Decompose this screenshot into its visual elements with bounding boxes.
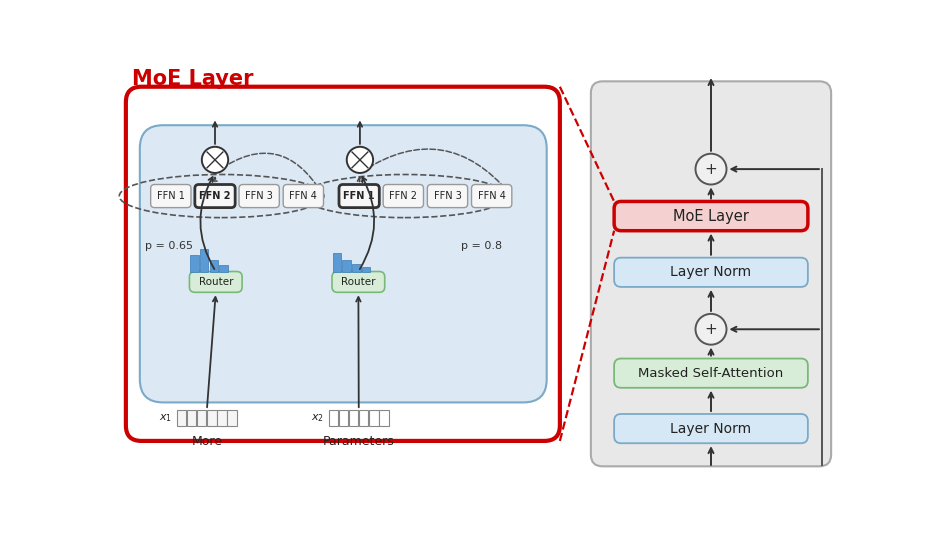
FancyBboxPatch shape [283, 185, 323, 207]
FancyBboxPatch shape [140, 125, 547, 402]
Circle shape [695, 154, 726, 185]
Text: MoE Layer: MoE Layer [132, 69, 253, 89]
Text: Parameters: Parameters [323, 435, 395, 448]
FancyBboxPatch shape [189, 272, 242, 292]
Bar [352, 264, 361, 272]
Bar [219, 265, 228, 272]
Bar [207, 410, 216, 426]
Bar [379, 410, 388, 426]
FancyBboxPatch shape [126, 87, 559, 441]
FancyBboxPatch shape [614, 258, 807, 287]
Bar [228, 410, 236, 426]
Text: +: + [704, 162, 716, 176]
Bar [369, 410, 379, 426]
Text: +: + [704, 322, 716, 337]
Circle shape [202, 147, 228, 173]
Bar [217, 410, 227, 426]
Bar [359, 410, 368, 426]
Text: Router: Router [198, 277, 233, 287]
Circle shape [346, 147, 373, 173]
FancyBboxPatch shape [427, 185, 467, 207]
Text: FFN 2: FFN 2 [389, 191, 417, 201]
Text: FFN 1: FFN 1 [343, 191, 375, 201]
Bar [187, 410, 196, 426]
Bar [329, 410, 338, 426]
Text: Layer Norm: Layer Norm [669, 266, 750, 279]
Bar [210, 260, 218, 272]
Text: FFN 3: FFN 3 [245, 191, 273, 201]
Text: FFN 3: FFN 3 [433, 191, 461, 201]
FancyBboxPatch shape [150, 185, 191, 207]
FancyBboxPatch shape [339, 185, 379, 207]
FancyBboxPatch shape [590, 81, 830, 466]
Circle shape [695, 314, 726, 345]
FancyBboxPatch shape [382, 185, 423, 207]
FancyBboxPatch shape [614, 201, 807, 231]
Text: p = 0.65: p = 0.65 [145, 241, 193, 251]
Text: p = 0.8: p = 0.8 [460, 241, 501, 251]
FancyBboxPatch shape [614, 358, 807, 388]
Bar [197, 410, 206, 426]
Bar [362, 267, 370, 272]
Bar [200, 249, 209, 272]
FancyBboxPatch shape [331, 272, 384, 292]
FancyBboxPatch shape [471, 185, 512, 207]
Text: FFN 4: FFN 4 [289, 191, 317, 201]
Text: FFN 2: FFN 2 [199, 191, 230, 201]
Text: Router: Router [341, 277, 375, 287]
Text: Layer Norm: Layer Norm [669, 421, 750, 435]
Bar [348, 410, 358, 426]
Bar [177, 410, 186, 426]
Text: Masked Self-Attention: Masked Self-Attention [638, 367, 783, 380]
Bar [190, 255, 198, 272]
Text: More: More [191, 435, 222, 448]
Bar [332, 253, 341, 272]
Bar [339, 410, 348, 426]
FancyBboxPatch shape [239, 185, 279, 207]
Text: $x_1$: $x_1$ [160, 412, 172, 424]
FancyBboxPatch shape [194, 185, 235, 207]
Text: MoE Layer: MoE Layer [672, 209, 749, 224]
Text: FFN 4: FFN 4 [478, 191, 505, 201]
FancyBboxPatch shape [614, 414, 807, 443]
Text: FFN 1: FFN 1 [157, 191, 185, 201]
Text: $x_2$: $x_2$ [311, 412, 324, 424]
Bar [342, 260, 350, 272]
